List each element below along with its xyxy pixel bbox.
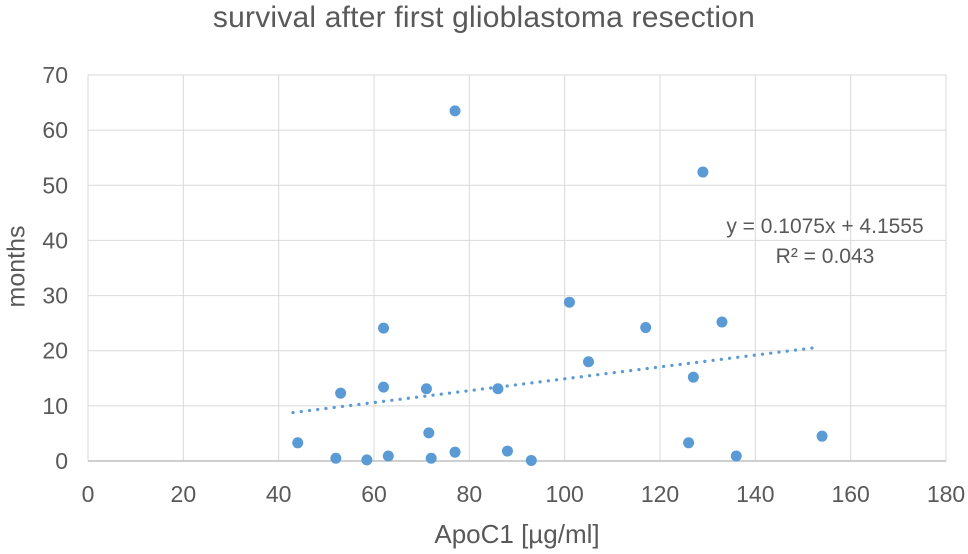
data-point: [330, 452, 342, 464]
data-point: [335, 387, 347, 399]
y-tick-label: 40: [42, 227, 68, 253]
data-point: [683, 437, 695, 449]
trendline-annotation: y = 0.1075x + 4.1555 R² = 0.043: [680, 212, 968, 272]
x-tick-label: 60: [361, 481, 387, 507]
y-tick-label: 60: [42, 117, 68, 143]
data-point: [449, 105, 461, 117]
x-tick-label: 180: [927, 481, 965, 507]
data-point: [716, 316, 728, 328]
data-point: [730, 450, 742, 462]
data-point: [423, 427, 435, 439]
y-tick-label: 0: [55, 448, 68, 474]
x-tick-label: 160: [831, 481, 869, 507]
trendline: [291, 345, 822, 415]
data-point: [361, 454, 373, 466]
trendline-r-squared: R² = 0.043: [775, 245, 875, 268]
data-point: [687, 371, 699, 383]
data-point: [449, 446, 461, 458]
y-tick-label: 50: [42, 172, 68, 198]
x-tick-label: 20: [171, 481, 197, 507]
y-axis-title-wrap: months: [0, 160, 34, 372]
x-tick-label: 40: [266, 481, 292, 507]
data-point: [640, 322, 652, 334]
x-axis-title: ApoC1 [µg/ml]: [434, 519, 600, 549]
data-point: [816, 430, 828, 442]
data-point: [501, 445, 513, 457]
data-point: [492, 383, 504, 395]
y-tick-label: 30: [42, 283, 68, 309]
data-point: [382, 450, 394, 462]
data-point: [378, 381, 390, 393]
data-point: [563, 296, 575, 308]
data-point: [420, 383, 432, 395]
x-tick-label: 100: [545, 481, 583, 507]
data-point: [378, 322, 390, 334]
y-tick-label: 10: [42, 393, 68, 419]
x-tick-label: 140: [736, 481, 774, 507]
data-point: [525, 454, 537, 466]
chart-title: survival after first glioblastoma resect…: [212, 1, 756, 34]
x-tick-label: 120: [641, 481, 679, 507]
data-point: [292, 437, 304, 449]
y-axis-title: months: [2, 225, 31, 307]
y-tick-label: 70: [42, 62, 68, 88]
x-tick-label: 80: [457, 481, 483, 507]
y-tick-label: 20: [42, 338, 68, 364]
data-point: [583, 356, 594, 368]
trendline-equation: y = 0.1075x + 4.1555: [726, 215, 924, 238]
x-tick-label: 0: [82, 481, 95, 507]
data-point: [697, 166, 709, 178]
data-point: [425, 452, 437, 464]
